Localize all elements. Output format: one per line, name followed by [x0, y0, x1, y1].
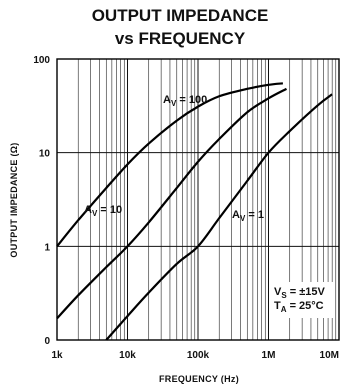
x-axis-label: FREQUENCY (Hz): [159, 374, 239, 384]
y-tick-label: 100: [33, 55, 50, 66]
x-tick-label: 1M: [262, 350, 276, 361]
x-tick-label: 10k: [119, 350, 136, 361]
y-tick-label: 10: [39, 149, 51, 160]
chart-curves: [56, 82, 333, 341]
x-tick-label: 10M: [320, 350, 339, 361]
x-tick-labels: 1k 10k 100k 1M 10M: [51, 350, 339, 361]
conditions-box: [270, 282, 334, 318]
plot-frame: [56, 58, 340, 341]
label-supply-voltage: VS = ±15V: [274, 286, 325, 300]
label-av-10: AV = 10: [84, 204, 122, 218]
x-tick-label: 1k: [51, 350, 63, 361]
label-av-1: AV = 1: [232, 209, 264, 223]
y-axis-label: OUTPUT IMPEDANCE (Ω): [9, 142, 19, 257]
chart-title-line-1: OUTPUT IMPEDANCE: [92, 6, 269, 25]
x-tick-label: 100k: [187, 350, 210, 361]
label-av-100: AV = 100: [163, 94, 207, 108]
curve-series-1: [56, 87, 288, 320]
y-tick-label: 0: [44, 336, 50, 347]
curve-series-2: [105, 93, 333, 341]
chart-title-line-2: vs FREQUENCY: [115, 29, 246, 48]
label-ambient-temp: TA = 25°C: [274, 300, 324, 314]
chart-grid: [56, 59, 339, 340]
y-tick-label: 1: [44, 242, 50, 253]
curve-series-0: [56, 82, 284, 248]
